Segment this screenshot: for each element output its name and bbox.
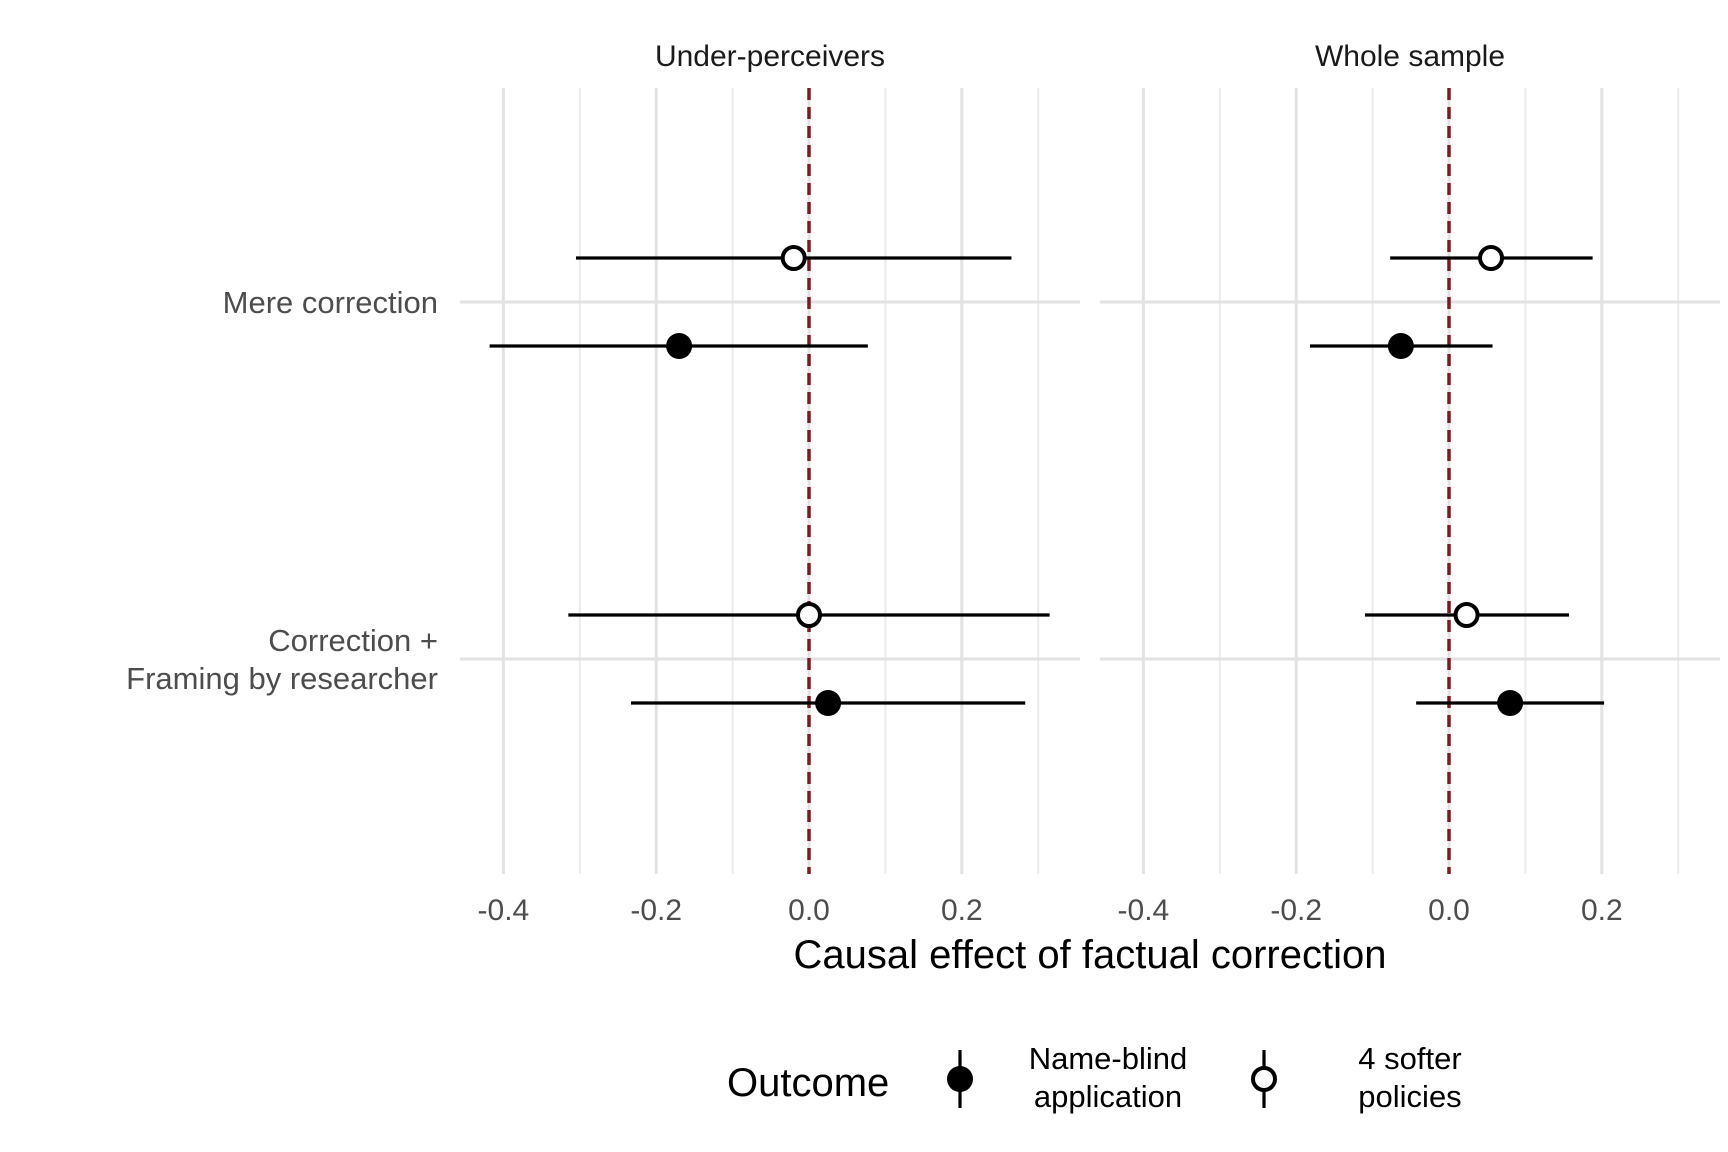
- x-tick-label: 0.2: [1581, 894, 1623, 927]
- category-label: Mere correction: [223, 285, 438, 320]
- x-tick-label: -0.2: [1270, 894, 1322, 927]
- point-filled: [1497, 690, 1524, 716]
- legend-entry-label: policies: [1358, 1079, 1461, 1114]
- legend-entry-label: application: [1034, 1079, 1182, 1114]
- legend-key-filled-circle: [947, 1066, 973, 1092]
- facet-panels: -0.4 -0.2 0.0 0.2 Under-perceivers -0.4 -0.2 0.…: [460, 40, 1720, 927]
- point-filled: [815, 690, 842, 716]
- y-axis-categories: Mere correction Correction +Framing by re…: [126, 285, 438, 696]
- x-tick-label: 0.0: [788, 894, 830, 927]
- x-axis-title: Causal effect of factual correction: [794, 933, 1387, 977]
- category-label: Framing by researcher: [126, 661, 438, 696]
- point-open: [780, 245, 807, 271]
- facet-panel: -0.4 -0.2 0.0 0.2 Under-perceivers: [460, 40, 1080, 927]
- facet-panel: -0.4 -0.2 0.0 0.2 Whole sample: [1100, 40, 1720, 927]
- x-tick-label: 0.2: [941, 894, 983, 927]
- x-tick-label: -0.2: [630, 894, 682, 927]
- legend-title: Outcome: [727, 1061, 889, 1105]
- x-tick-label: 0.0: [1428, 894, 1470, 927]
- legend-entry-label: Name-blind: [1029, 1041, 1188, 1076]
- point-filled: [666, 333, 693, 359]
- x-tick-label: -0.4: [1118, 894, 1170, 927]
- point-filled: [1387, 333, 1414, 359]
- legend-key-open-circle: [1251, 1066, 1277, 1092]
- point-open: [796, 602, 822, 628]
- facet-strip-label: Under-perceivers: [655, 40, 885, 73]
- point-open: [1478, 245, 1505, 271]
- category-label: Correction +: [268, 623, 438, 658]
- x-tick-label: -0.4: [478, 894, 530, 927]
- legend-entry-label: 4 softer: [1358, 1041, 1461, 1076]
- point-open: [1453, 602, 1480, 628]
- facet-strip-label: Whole sample: [1315, 40, 1505, 73]
